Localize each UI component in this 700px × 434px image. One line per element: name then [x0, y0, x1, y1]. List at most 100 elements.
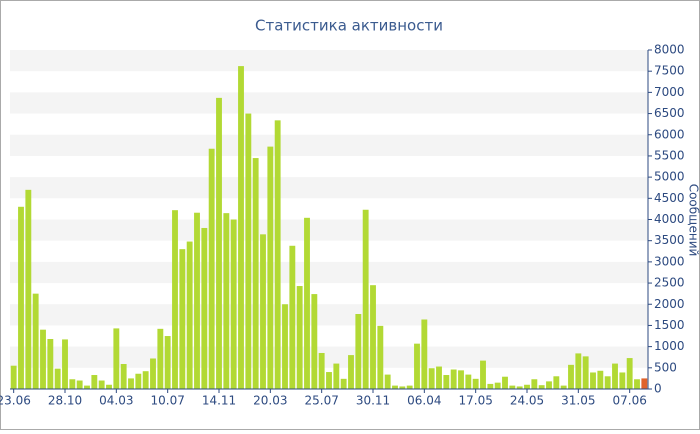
grid-band: [10, 347, 648, 368]
y-tick-label: 3000: [654, 254, 685, 268]
grid-band: [10, 50, 648, 71]
bar: [385, 375, 391, 389]
bar: [429, 368, 435, 389]
x-tick-label: 23.06: [0, 394, 31, 408]
y-tick-label: 5500: [654, 148, 685, 162]
bar: [275, 120, 281, 389]
bar: [260, 234, 266, 389]
y-tick-label: 0: [654, 382, 662, 396]
y-tick-label: 6500: [654, 106, 685, 120]
y-tick-label: 2500: [654, 276, 685, 290]
bar: [55, 369, 61, 389]
y-tick-label: 1000: [654, 339, 685, 353]
bar: [355, 314, 361, 389]
y-tick-label: 500: [654, 360, 677, 374]
bar: [194, 213, 200, 389]
y-axis-label: Сообщений: [687, 184, 700, 257]
x-tick-label: 20.03: [253, 394, 287, 408]
bar: [583, 356, 589, 389]
bar: [121, 364, 127, 389]
x-tick-label: 28.10: [48, 394, 82, 408]
bar: [40, 330, 46, 389]
y-tick-label: 4500: [654, 191, 685, 205]
bar: [231, 220, 237, 390]
bar: [487, 384, 493, 389]
bar: [465, 375, 471, 389]
bar: [509, 386, 515, 389]
bar: [597, 371, 603, 389]
bar: [451, 370, 457, 389]
x-tick-label: 04.03: [99, 394, 133, 408]
x-tick-label: 30.11: [356, 394, 390, 408]
bar: [165, 336, 171, 389]
grid-band: [10, 135, 648, 156]
bar: [135, 374, 141, 389]
bar: [304, 218, 310, 389]
y-tick-label: 8000: [654, 43, 685, 57]
bar: [619, 372, 625, 389]
grid-band: [10, 304, 648, 325]
bar: [524, 385, 530, 389]
bar: [495, 383, 501, 389]
bar: [33, 294, 39, 389]
x-tick-label: 14.11: [202, 394, 236, 408]
bar: [634, 379, 640, 389]
bar: [319, 353, 325, 389]
bar: [531, 379, 537, 389]
bar: [326, 372, 332, 389]
bar: [392, 386, 398, 389]
bar: [62, 339, 68, 389]
bar: [128, 378, 134, 389]
bar: [18, 207, 24, 389]
bar: [407, 386, 413, 389]
bar: [575, 353, 581, 389]
bar: [605, 376, 611, 389]
bar: [238, 66, 244, 389]
y-tick-label: 5000: [654, 170, 685, 184]
bar: [187, 242, 193, 389]
bar: [25, 190, 31, 389]
grid-band: [10, 220, 648, 241]
bar: [612, 364, 618, 389]
bar: [421, 320, 427, 389]
bar: [546, 381, 552, 389]
y-tick-label: 3500: [654, 233, 685, 247]
grid-band: [10, 92, 648, 113]
bar: [341, 379, 347, 389]
bar: [99, 381, 105, 389]
bar: [106, 385, 112, 389]
bar: [216, 98, 222, 389]
bar: [47, 339, 53, 389]
bar: [480, 361, 486, 389]
x-tick-label: 17.05: [458, 394, 492, 408]
bar: [502, 377, 508, 389]
bar: [209, 149, 215, 389]
bar: [539, 385, 545, 389]
y-tick-label: 1500: [654, 318, 685, 332]
x-tick-label: 24.05: [510, 394, 544, 408]
y-tick-label: 2000: [654, 297, 685, 311]
x-tick-label: 10.07: [150, 394, 184, 408]
y-tick-label: 7000: [654, 85, 685, 99]
bar: [282, 304, 288, 389]
bar: [473, 379, 479, 389]
bar: [333, 364, 339, 389]
bar: [363, 210, 369, 389]
bar: [172, 210, 178, 389]
bar: [641, 378, 647, 389]
x-tick-label: 06.04: [407, 394, 441, 408]
bar: [245, 114, 251, 389]
bar: [84, 386, 90, 389]
bar: [253, 158, 259, 389]
bar: [11, 366, 17, 389]
bar: [436, 367, 442, 389]
bar: [414, 344, 420, 389]
bar: [627, 358, 633, 389]
x-tick-label: 31.05: [561, 394, 595, 408]
bar: [348, 355, 354, 389]
grid-band: [10, 262, 648, 283]
bar: [370, 285, 376, 389]
bar: [143, 371, 149, 389]
bar: [458, 370, 464, 389]
